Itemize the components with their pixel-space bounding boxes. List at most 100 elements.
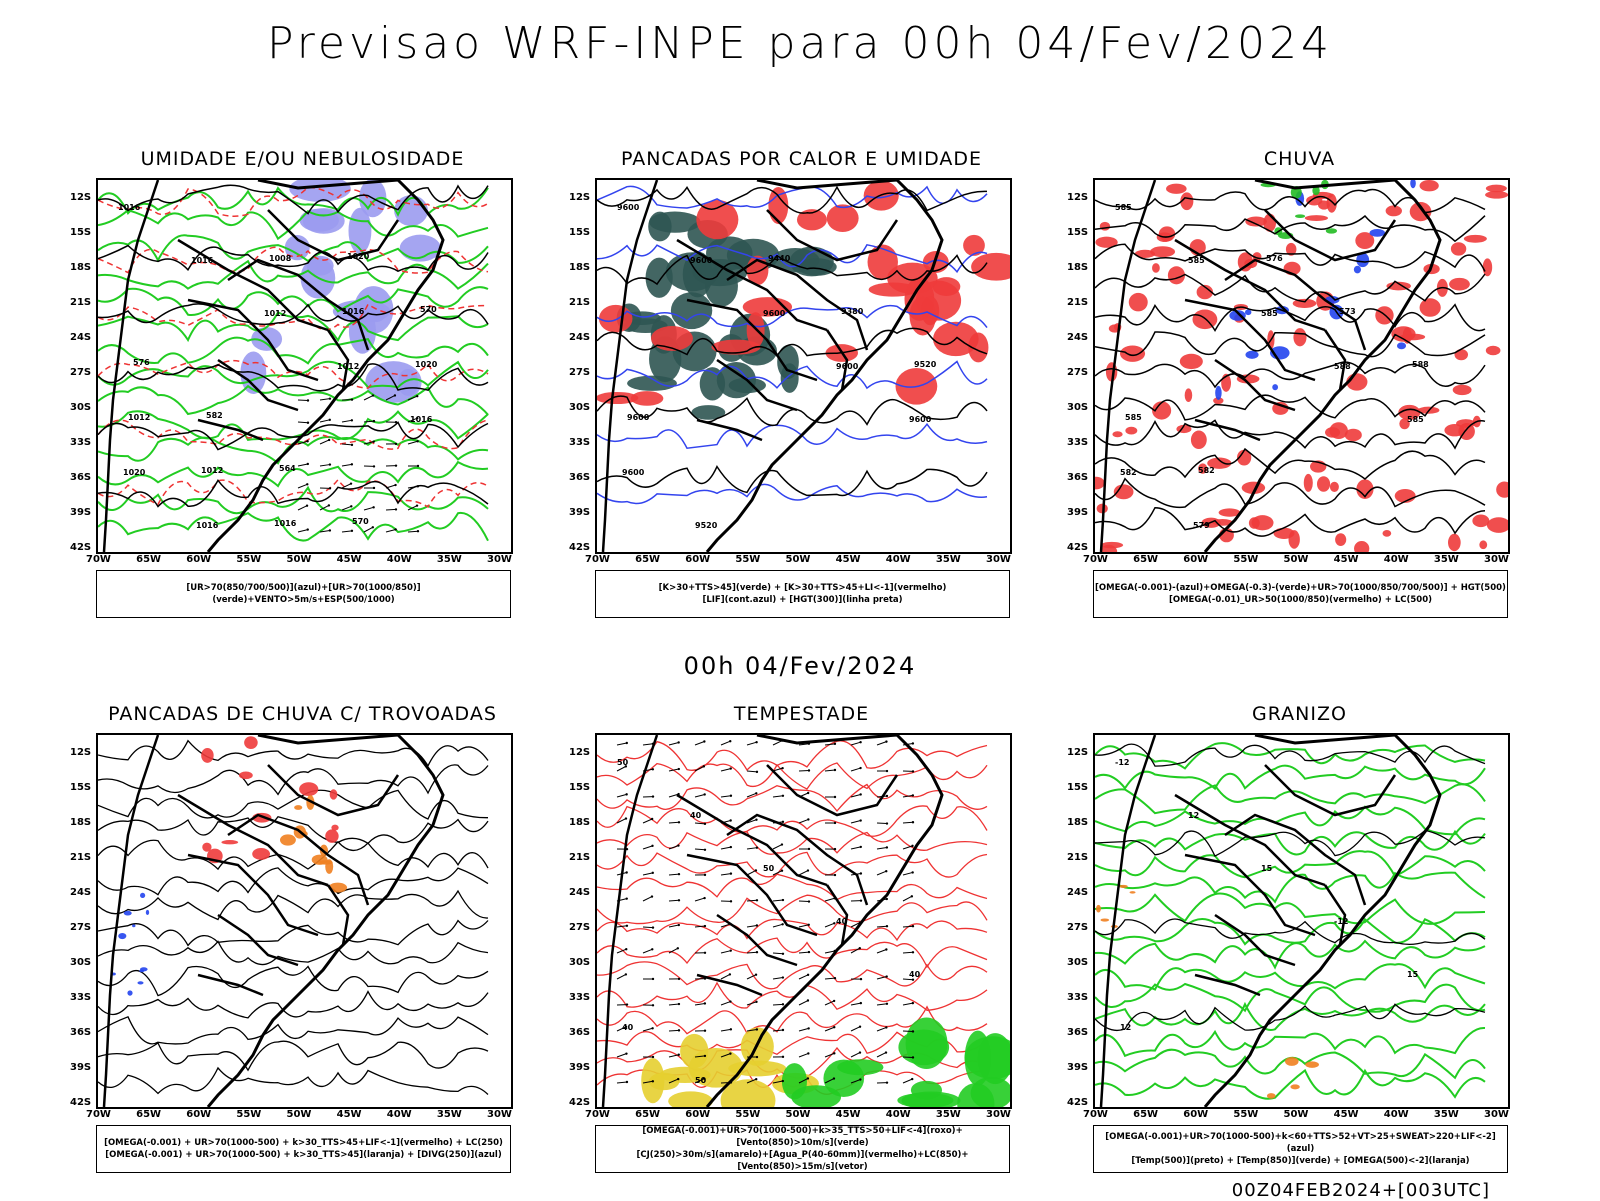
longitude-label: 35W (936, 554, 961, 565)
contour-label: 585 (1125, 413, 1142, 422)
weather-map (96, 733, 513, 1109)
contour-label: 9600 (763, 309, 786, 318)
latitude-label: 18S (1067, 262, 1088, 273)
latitude-label: 33S (70, 437, 91, 448)
longitude-label: 50W (287, 554, 312, 565)
contour-label: 1012 (337, 362, 359, 371)
longitude-label: 45W (337, 554, 362, 565)
latitude-label: 33S (1067, 437, 1088, 448)
longitude-label: 45W (836, 1109, 861, 1120)
legend-line: [OMEGA(-0.001)-(azul)+OMEGA(-0.3)-(verde… (1094, 582, 1507, 594)
latitude-label: 39S (1067, 1062, 1088, 1073)
latitude-label: 42S (1067, 542, 1088, 553)
contour-label: 588 (1334, 362, 1351, 371)
longitude-label: 55W (735, 554, 760, 565)
legend-line: [OMEGA(-0.001) + UR>70(1000-500) + k>30_… (97, 1149, 510, 1161)
longitude-label: 60W (685, 1109, 710, 1120)
longitude-label: 35W (1434, 554, 1459, 565)
contour-label: 582 (1198, 466, 1215, 475)
latitude-label: 24S (569, 332, 590, 343)
contour-label: 588 (1412, 360, 1429, 369)
longitude-label: 70W (1083, 554, 1108, 565)
contour-label: 585 (1261, 309, 1278, 318)
panel-title: TEMPESTADE (595, 703, 1008, 725)
longitude-label: 40W (886, 1109, 911, 1120)
contour-label: 1012 (264, 309, 286, 318)
panel-legend: [OMEGA(-0.001)+UR>70(1000-500)+k>35_TTS>… (595, 1125, 1010, 1173)
longitude-label: 50W (786, 1109, 811, 1120)
latitude-label: 21S (1067, 297, 1088, 308)
contour-label: 1012 (201, 466, 223, 475)
contour-label: 40 (836, 917, 848, 926)
latitude-label: 30S (569, 957, 590, 968)
longitude-label: 45W (337, 1109, 362, 1120)
longitude-label: 40W (1384, 1109, 1409, 1120)
longitude-label: 70W (585, 1109, 610, 1120)
legend-line: [OMEGA(-0.01)_UR>50(1000/850)(vermelho) … (1094, 594, 1507, 606)
legend-line: [OMEGA(-0.001) + UR>70(1000-500) + k>30_… (97, 1137, 510, 1149)
contour-label: 582 (206, 411, 223, 420)
latitude-label: 12S (569, 192, 590, 203)
contour-label: 9600 (617, 203, 640, 212)
contour-label: 582 (1120, 468, 1137, 477)
longitude-label: 30W (986, 1109, 1011, 1120)
latitude-label: 36S (569, 1027, 590, 1038)
latitude-label: 30S (70, 402, 91, 413)
latitude-label: 15S (70, 782, 91, 793)
longitude-label: 70W (86, 554, 111, 565)
latitude-label: 12S (1067, 747, 1088, 758)
panel-legend: [OMEGA(-0.001)-(azul)+OMEGA(-0.3)-(verde… (1093, 570, 1508, 618)
contour-label: 40 (909, 970, 921, 979)
longitude-label: 40W (387, 1109, 412, 1120)
contour-label: 15 (1407, 970, 1419, 979)
latitude-label: 18S (70, 262, 91, 273)
latitude-label: 33S (569, 992, 590, 1003)
latitude-label: 27S (569, 922, 590, 933)
contour-label: 585 (1115, 203, 1132, 212)
longitude-label: 60W (1183, 1109, 1208, 1120)
contour-label: 9440 (768, 254, 791, 263)
contour-label: 9600 (690, 256, 713, 265)
latitude-label: 21S (1067, 852, 1088, 863)
longitude-label: 30W (487, 1109, 512, 1120)
longitude-label: 70W (585, 554, 610, 565)
panel-title: UMIDADE E/OU NEBULOSIDADE (96, 148, 509, 170)
longitude-label: 35W (936, 1109, 961, 1120)
longitude-label: 30W (986, 554, 1011, 565)
longitude-label: 50W (786, 554, 811, 565)
contour-label: 9600 (622, 468, 645, 477)
latitude-label: 18S (569, 817, 590, 828)
latitude-label: 15S (70, 227, 91, 238)
latitude-label: 33S (569, 437, 590, 448)
contour-label: 579 (1193, 521, 1210, 530)
run-timestamp: 00Z04FEB2024+[003UTC] (1232, 1180, 1490, 1201)
latitude-label: 21S (70, 297, 91, 308)
contour-label: 9380 (841, 307, 864, 316)
latitude-label: 39S (1067, 507, 1088, 518)
panel-legend: [OMEGA(-0.001) + UR>70(1000-500) + k>30_… (96, 1125, 511, 1173)
contour-label: 585 (1407, 415, 1424, 424)
longitude-label: 65W (635, 1109, 660, 1120)
latitude-label: 36S (1067, 472, 1088, 483)
contour-label: 1020 (347, 252, 370, 261)
latitude-label: 12S (70, 192, 91, 203)
latitude-label: 36S (569, 472, 590, 483)
latitude-label: 39S (70, 1062, 91, 1073)
contour-label: 585 (1188, 256, 1205, 265)
latitude-label: 12S (70, 747, 91, 758)
latitude-label: 42S (70, 542, 91, 553)
contour-label: 564 (279, 464, 296, 473)
panel-title: PANCADAS DE CHUVA C/ TROVOADAS (96, 703, 509, 725)
contour-label: 12 (1120, 1023, 1131, 1032)
longitude-label: 60W (186, 1109, 211, 1120)
contour-label: 9520 (914, 360, 937, 369)
contour-label: 570 (352, 517, 369, 526)
latitude-label: 30S (1067, 957, 1088, 968)
contour-label: 1016 (191, 256, 214, 265)
